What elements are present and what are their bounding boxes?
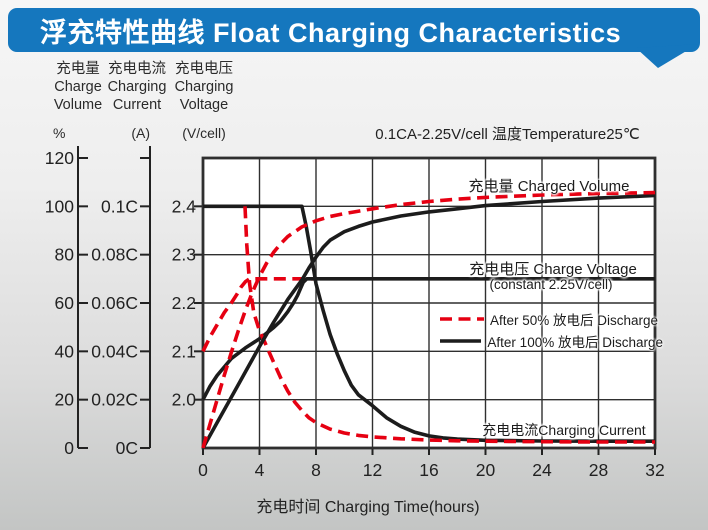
current-axis-unit: (A) [131, 125, 150, 141]
x-tick-label: 32 [645, 460, 664, 480]
dashed-line-swatch [440, 317, 484, 321]
voltage-axis-title-en: Charging [174, 79, 234, 95]
voltage-tick-label: 2.3 [172, 245, 196, 265]
volume-axis-title-en: Charge [54, 79, 102, 95]
charging-current-label: 充电电流Charging Current [482, 422, 646, 438]
volume-axis-unit: % [53, 125, 66, 141]
test-condition-note: 0.1CA-2.25V/cell 温度Temperature25℃ [375, 126, 640, 143]
current-axis-title-en2: Current [112, 97, 162, 113]
series-charge-voltage-after-50pct-discharge [201, 276, 316, 353]
series-charged-volume-after-100pct-discharge [201, 193, 656, 449]
x-tick-label: 28 [589, 460, 608, 480]
legend-item-after-50: After 50% 放电后 Discharge [438, 308, 663, 330]
solid-line-swatch [440, 339, 482, 343]
volume-tick-label: 60 [55, 293, 75, 313]
current-tick-label: 0.08C [91, 245, 138, 265]
voltage-tick-label: 2.2 [172, 293, 196, 313]
current-axis-header: 充电电流 Charging Current (A) [82, 60, 192, 142]
volume-tick-label: 120 [45, 148, 74, 168]
current-axis-title-cn: 充电电流 [108, 61, 166, 77]
legend: After 50% 放电后 Discharge After 100% 放电后 D… [438, 308, 663, 352]
current-tick-label: 0.04C [91, 341, 138, 361]
x-tick-label: 20 [476, 460, 496, 480]
title-banner: 浮充特性曲线 Float Charging Characteristics [8, 8, 700, 52]
x-tick-label: 8 [311, 460, 321, 480]
voltage-axis-header: 充电电压 Charging Voltage (V/cell) [149, 60, 259, 142]
volume-tick-label: 0 [64, 438, 74, 458]
charge-voltage-sub-label: (constant 2.25V/cell) [489, 277, 613, 292]
series-charging-current-after-50pct-discharge [243, 206, 655, 444]
series-charge-voltage-after-100pct-discharge [201, 276, 655, 401]
legend-label-after-50: After 50% 放电后 Discharge [490, 313, 659, 328]
charged-volume-label: 充电量 Charged Volume [468, 178, 630, 195]
charge-voltage-label: 充电电压 Charge Voltage [469, 261, 637, 278]
legend-label-after-100: After 100% 放电后 Discharge [487, 335, 663, 350]
x-tick-label: 16 [419, 460, 438, 480]
legend-item-after-100: After 100% 放电后 Discharge [438, 330, 663, 352]
volume-axis-title-en2: Volume [53, 97, 103, 113]
voltage-tick-label: 2.0 [172, 390, 197, 410]
current-axis-title-en: Charging [107, 79, 167, 95]
x-tick-label: 4 [255, 460, 265, 480]
voltage-tick-label: 2.4 [172, 196, 197, 216]
plot-border [201, 156, 657, 450]
volume-tick-label: 40 [55, 341, 75, 361]
voltage-tick-label: 2.1 [172, 341, 196, 361]
volume-axis-header: 充电量 Charge Volume % [23, 60, 133, 142]
volume-axis-title-cn: 充电量 [56, 61, 100, 77]
voltage-axis-title-en2: Voltage [179, 97, 229, 113]
x-axis-title: 充电时间 Charging Time(hours) [256, 499, 480, 516]
voltage-axis-unit: (V/cell) [182, 125, 226, 141]
current-tick-label: 0.1C [101, 196, 138, 216]
volume-tick-label: 100 [45, 196, 74, 216]
x-tick-label: 12 [363, 460, 382, 480]
x-tick-label: 24 [532, 460, 552, 480]
series-charged-volume-after-50pct-discharge [201, 190, 656, 449]
current-tick-label: 0C [116, 438, 138, 458]
current-tick-label: 0.02C [91, 390, 138, 410]
volume-tick-label: 80 [55, 245, 75, 265]
page-title: 浮充特性曲线 Float Charging Characteristics [40, 17, 622, 48]
current-tick-label: 0.06C [91, 293, 138, 313]
x-tick-label: 0 [198, 460, 208, 480]
voltage-axis-title-cn: 充电电压 [175, 61, 233, 77]
banner-tail [636, 44, 698, 68]
volume-tick-label: 20 [55, 390, 75, 410]
